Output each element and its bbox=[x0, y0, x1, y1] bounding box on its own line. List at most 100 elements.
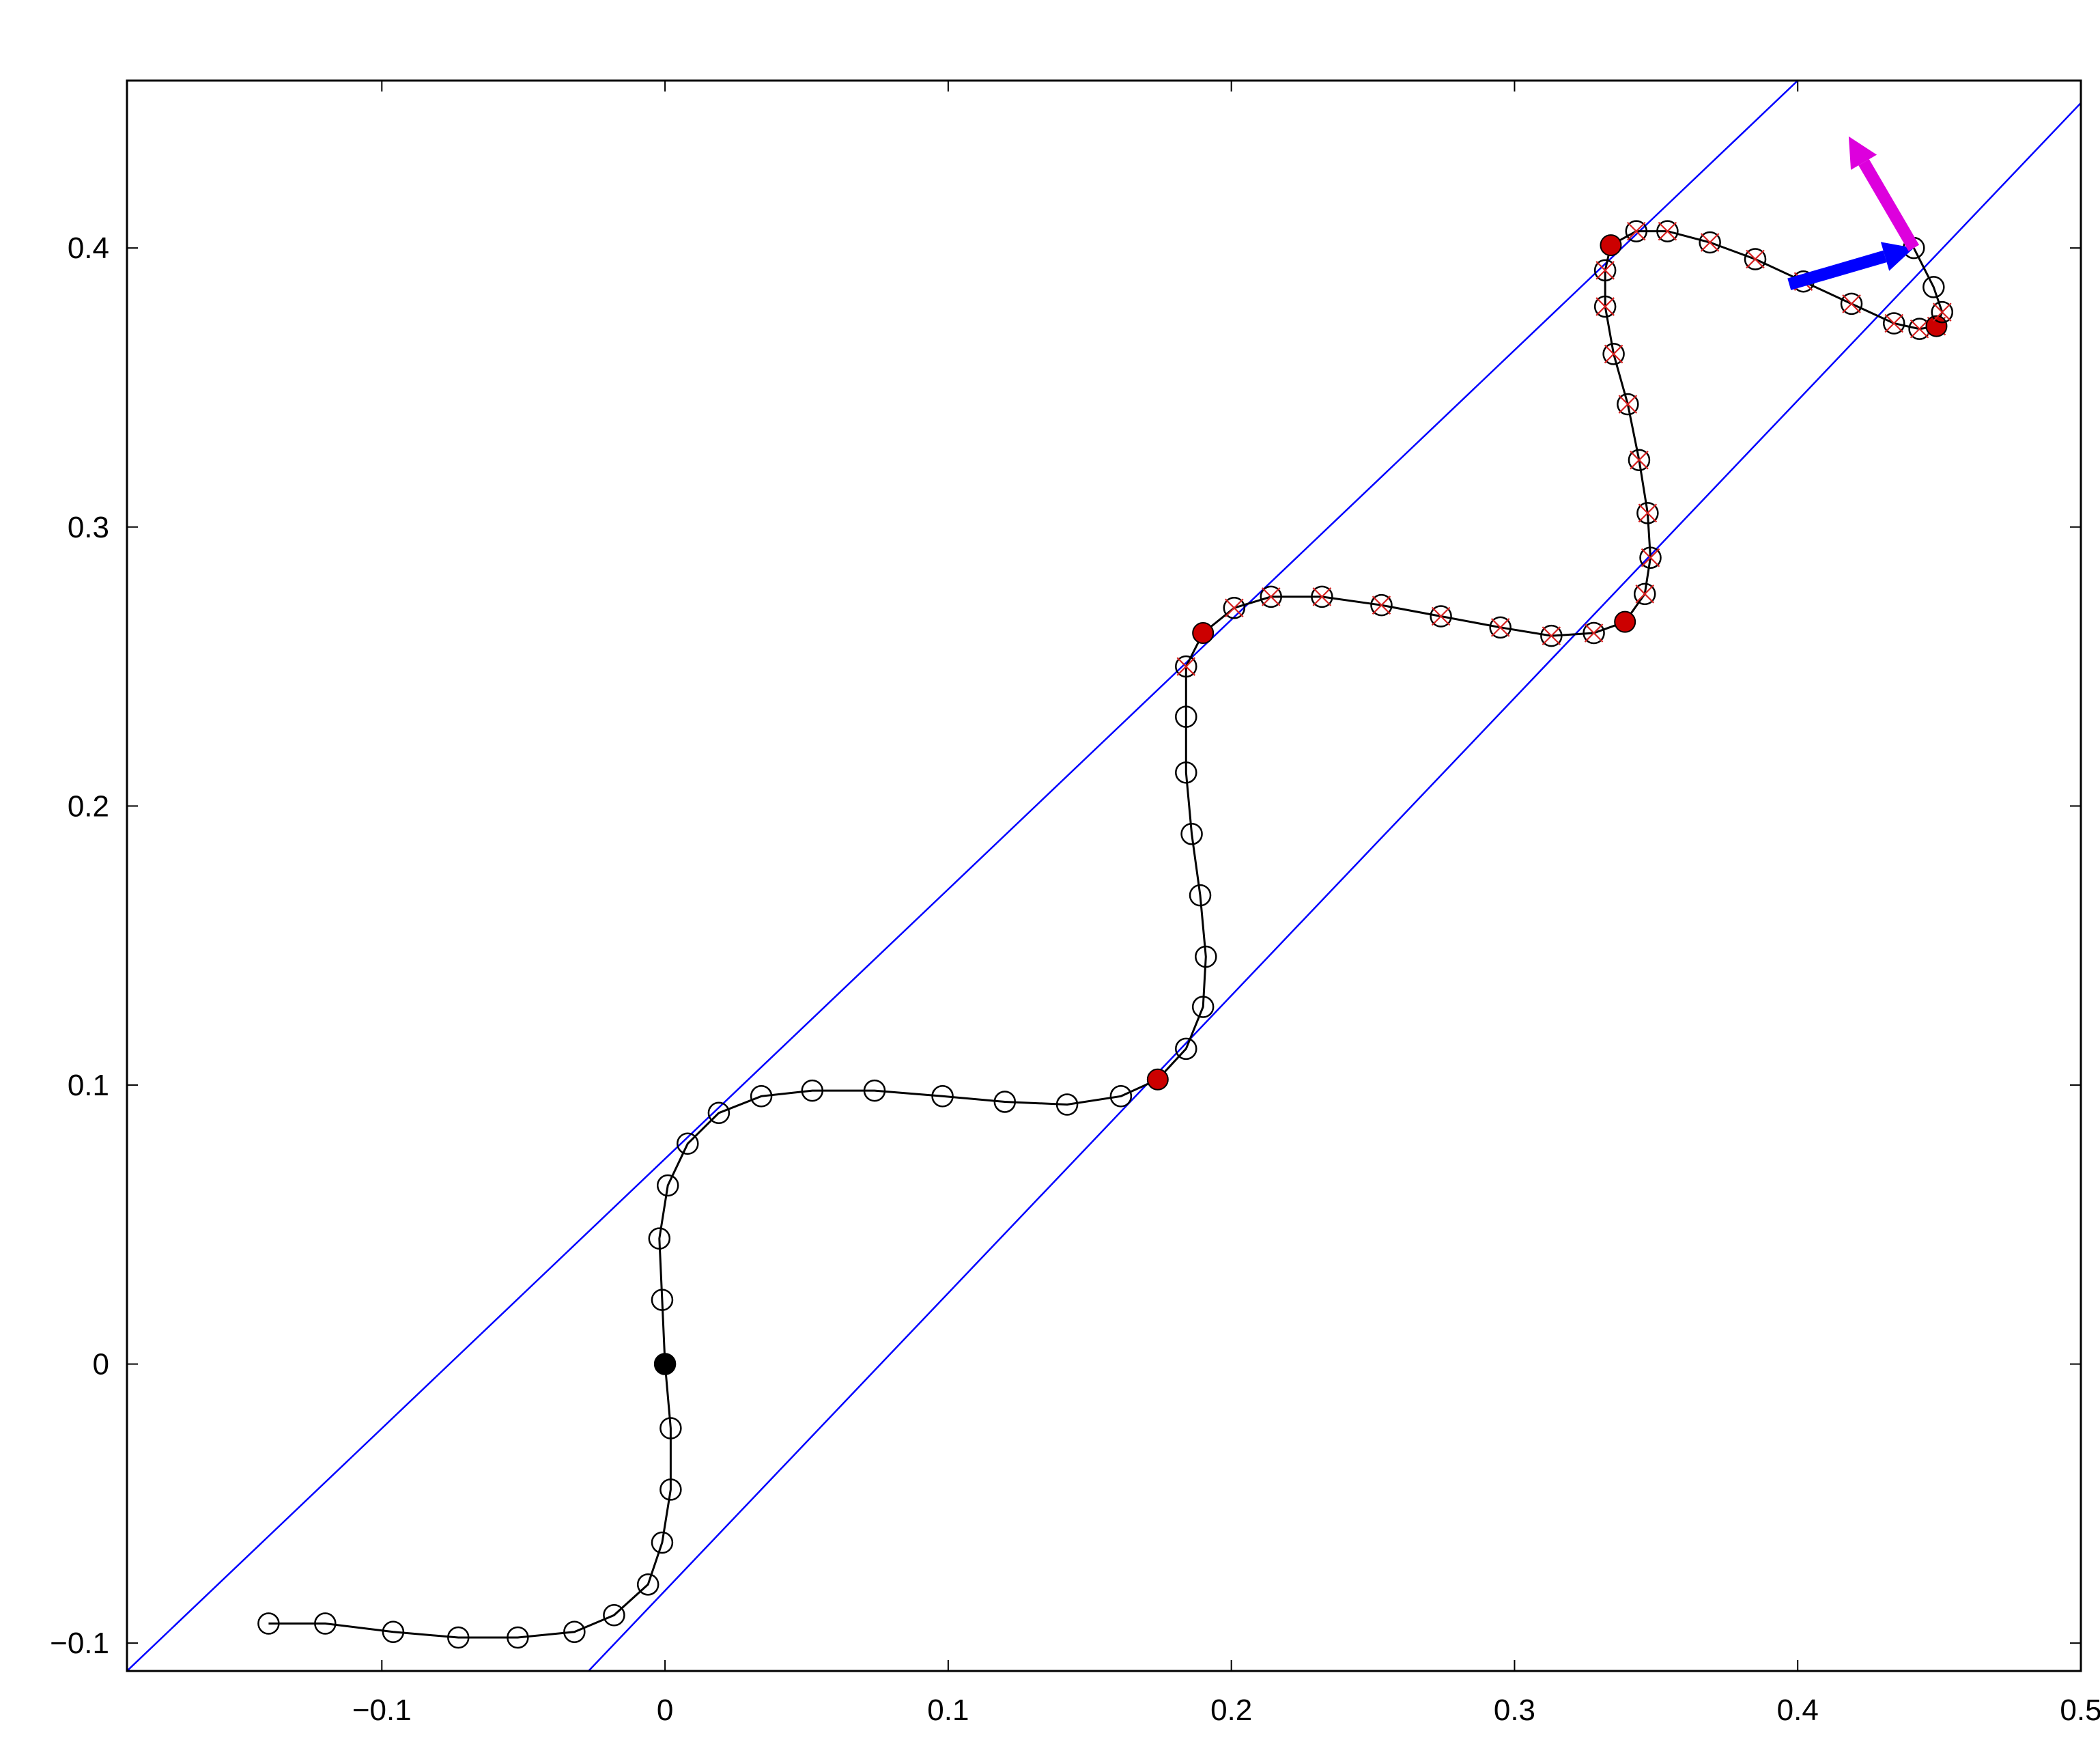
open-circle-marker bbox=[1191, 996, 1215, 1018]
x-tick-label: −0.1 bbox=[352, 1694, 412, 1727]
open-circle-marker bbox=[1180, 822, 1203, 845]
filled-red-marker bbox=[1925, 315, 1948, 337]
filled-red-marker bbox=[1192, 622, 1215, 645]
open-circle-marker bbox=[1628, 449, 1651, 471]
blue-arrow-head bbox=[1880, 242, 1914, 271]
open-circle-marker bbox=[1593, 259, 1617, 282]
x-tick-label: 0.2 bbox=[1210, 1694, 1252, 1727]
red-x-marker bbox=[1635, 585, 1655, 604]
red-x-marker bbox=[1932, 303, 1952, 322]
open-circle-marker bbox=[1922, 276, 1945, 298]
open-circle-marker bbox=[1639, 546, 1662, 569]
red-x-marker bbox=[1372, 595, 1391, 615]
open-circle-marker bbox=[1109, 1085, 1133, 1108]
open-circle-marker bbox=[1489, 616, 1512, 639]
filled-red-marker bbox=[1614, 610, 1636, 633]
y-tick-label: 0.4 bbox=[68, 231, 109, 265]
open-circle-marker bbox=[382, 1620, 405, 1644]
y-tick-label: 0 bbox=[93, 1348, 109, 1381]
open-circle-marker bbox=[1744, 248, 1767, 270]
open-circle-marker bbox=[659, 1417, 682, 1439]
open-circle-marker bbox=[648, 1227, 671, 1250]
blue-arrow-shaft bbox=[1787, 250, 1887, 290]
red-x-marker bbox=[1842, 294, 1861, 313]
open-circle-marker bbox=[1593, 295, 1617, 318]
red-x-marker bbox=[1658, 221, 1677, 241]
open-circle-marker bbox=[651, 1531, 674, 1554]
open-circle-marker bbox=[801, 1079, 824, 1102]
red-x-marker bbox=[1261, 587, 1281, 606]
open-circle-marker bbox=[931, 1085, 954, 1108]
open-circle-marker bbox=[1189, 884, 1212, 907]
red-x-marker bbox=[1312, 587, 1332, 606]
open-circle-marker bbox=[447, 1626, 470, 1649]
red-x-marker bbox=[1490, 618, 1510, 637]
y-tick-label: −0.1 bbox=[50, 1627, 109, 1660]
open-circle-marker bbox=[1175, 705, 1197, 728]
red-x-marker bbox=[1638, 503, 1658, 523]
red-x-marker bbox=[1584, 623, 1604, 643]
red-x-marker bbox=[1176, 657, 1196, 676]
open-circle-marker bbox=[1260, 585, 1282, 608]
red-x-marker bbox=[1627, 221, 1646, 241]
open-circle-marker bbox=[659, 1478, 682, 1501]
open-circle-marker bbox=[1311, 585, 1333, 608]
y-tick-label: 0.2 bbox=[68, 789, 109, 823]
red-x-marker bbox=[1618, 395, 1638, 414]
axes-frame bbox=[126, 79, 2082, 1672]
open-circle-marker bbox=[1931, 300, 1954, 324]
open-circle-marker bbox=[636, 1573, 659, 1596]
x-tick-label: 0.3 bbox=[1494, 1694, 1535, 1727]
open-circle-marker bbox=[993, 1091, 1017, 1113]
open-circle-marker bbox=[1882, 312, 1905, 335]
open-circle-marker bbox=[1175, 655, 1197, 678]
red-x-marker bbox=[1630, 450, 1649, 470]
y-tick-label: 0.3 bbox=[68, 511, 109, 544]
open-circle-marker bbox=[1175, 1037, 1197, 1060]
red-x-marker bbox=[1700, 233, 1720, 252]
open-circle-marker bbox=[1699, 231, 1721, 254]
open-circle-marker bbox=[1617, 393, 1639, 416]
red-x-marker bbox=[1595, 297, 1615, 316]
open-circle-marker bbox=[1840, 292, 1863, 315]
x-tick-label: 0 bbox=[657, 1694, 673, 1727]
open-circle-marker bbox=[1636, 502, 1659, 524]
open-circle-marker bbox=[651, 1289, 674, 1311]
red-x-marker bbox=[1604, 344, 1623, 364]
filled-red-marker bbox=[1146, 1068, 1169, 1091]
red-x-marker bbox=[1884, 313, 1904, 333]
open-circle-marker bbox=[1175, 761, 1197, 784]
x-tick-label: 0.4 bbox=[1777, 1694, 1819, 1727]
open-circle-marker bbox=[1223, 596, 1246, 619]
x-tick-label: 0.5 bbox=[2060, 1694, 2100, 1727]
red-x-marker bbox=[1910, 319, 1929, 339]
open-circle-marker bbox=[750, 1085, 773, 1108]
red-x-marker bbox=[1595, 261, 1615, 280]
boundary-line bbox=[588, 102, 2081, 1671]
boundary-line bbox=[127, 81, 1799, 1671]
open-circle-marker bbox=[603, 1604, 625, 1627]
magenta-arrow-shaft bbox=[1858, 159, 1920, 251]
open-circle-marker bbox=[507, 1626, 529, 1649]
open-circle-marker bbox=[1656, 220, 1679, 242]
boundary-lines bbox=[127, 81, 2081, 1671]
magenta-arrow-head bbox=[1848, 136, 1877, 170]
open-circle-marker bbox=[1633, 582, 1656, 606]
open-circle-marker bbox=[563, 1620, 586, 1644]
open-circle-marker bbox=[1430, 605, 1452, 628]
open-circle-marker bbox=[1370, 593, 1393, 617]
open-circle-marker bbox=[1583, 621, 1605, 645]
open-circle-marker bbox=[314, 1612, 337, 1635]
open-circle-marker bbox=[1195, 945, 1217, 968]
filled-red-marker bbox=[1600, 234, 1622, 257]
open-circle-marker bbox=[863, 1079, 886, 1102]
red-x-marker bbox=[1542, 626, 1561, 645]
direction-arrows bbox=[1787, 136, 1920, 290]
y-tick-label: 0.1 bbox=[68, 1069, 109, 1102]
open-circle-marker bbox=[707, 1101, 730, 1125]
y-tick-labels: −0.1 0 0.1 0.2 0.3 0.4 bbox=[50, 231, 109, 1660]
x-tick-labels: −0.1 0 0.1 0.2 0.3 0.4 0.5 bbox=[352, 1694, 2100, 1727]
x-tick-label: 0.1 bbox=[927, 1694, 969, 1727]
